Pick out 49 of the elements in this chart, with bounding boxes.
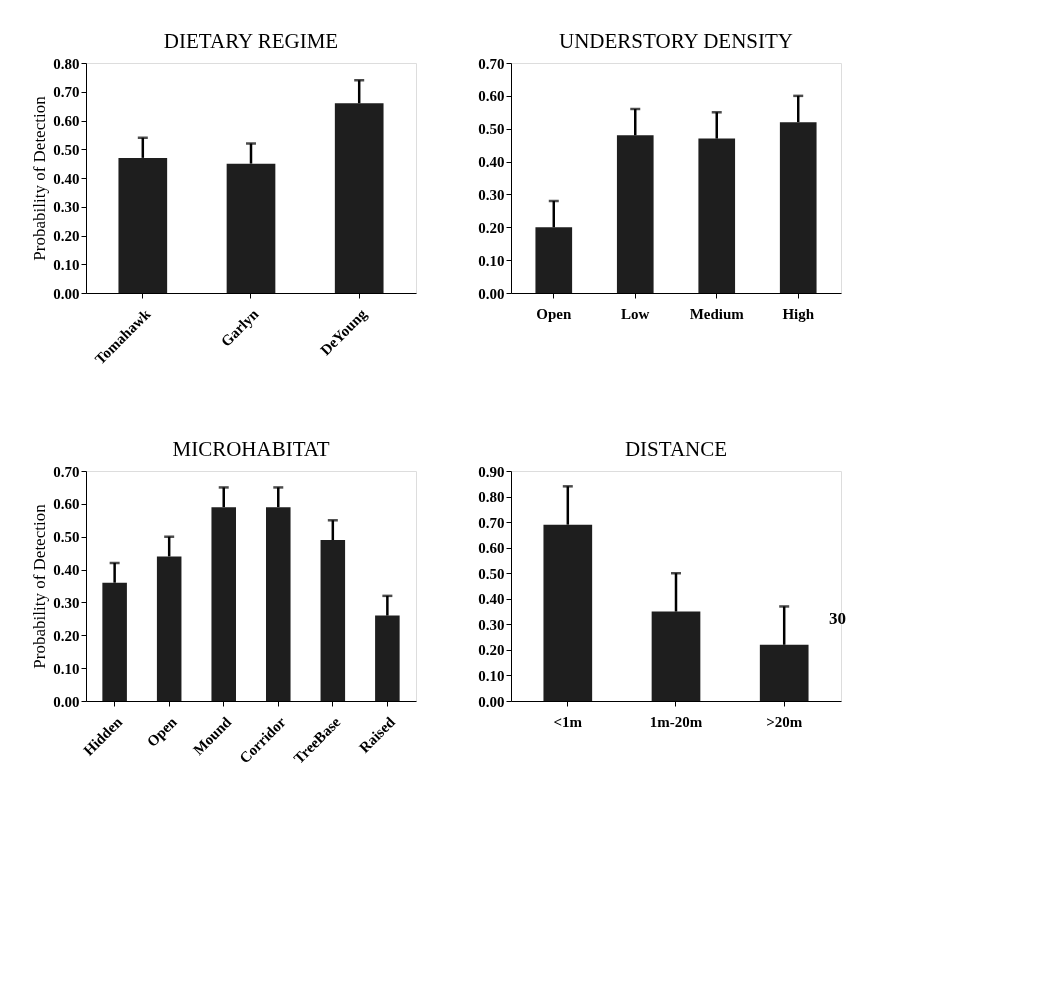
- x-tick-label: <1m: [553, 713, 583, 730]
- x-tick-label: >20m: [766, 713, 803, 730]
- y-tick-label: 0.40: [53, 170, 80, 187]
- y-tick-label: 0.40: [478, 591, 505, 608]
- y-tick-label: 0.30: [478, 186, 505, 203]
- y-tick-label: 0.20: [53, 627, 80, 644]
- y-tick-label: 0.50: [53, 141, 80, 158]
- y-tick-label: 0.60: [478, 540, 505, 557]
- y-tick-label: 0.00: [478, 285, 505, 302]
- y-tick-label: 0.80: [478, 489, 505, 506]
- y-tick-label: 0.00: [478, 693, 505, 710]
- y-tick-label: 0.70: [478, 514, 505, 531]
- y-tick-label: 0.50: [53, 529, 80, 546]
- x-tick-label: Low: [621, 305, 650, 322]
- y-tick-label: 0.20: [478, 642, 505, 659]
- y-tick-label: 0.80: [53, 55, 80, 72]
- y-tick-label: 0.00: [53, 285, 80, 302]
- y-tick-label: 0.50: [478, 121, 505, 138]
- y-tick-label: 0.70: [53, 84, 80, 101]
- y-tick-label: 0.20: [53, 228, 80, 244]
- y-tick-label: 0.30: [53, 199, 80, 216]
- y-tick-label: 0.70: [478, 55, 505, 72]
- x-tick-label: High: [782, 305, 815, 322]
- y-tick-label: 0.20: [478, 219, 505, 236]
- y-tick-label: 0.40: [53, 562, 80, 579]
- y-tick-label: 0.90: [478, 463, 505, 480]
- y-tick-label: 0.10: [53, 660, 80, 677]
- y-tick-label: 0.60: [478, 88, 505, 105]
- chart-title: MICROHABITAT: [172, 437, 330, 461]
- y-axis-title: Probability of Detection: [30, 95, 50, 261]
- x-tick-label: Medium: [689, 305, 745, 322]
- y-tick-label: 0.70: [53, 463, 80, 480]
- y-axis-title: Probability of Detection: [30, 503, 50, 669]
- y-tick-label: 0.50: [478, 565, 505, 582]
- y-tick-label: 0.60: [53, 496, 80, 513]
- y-tick-label: 0.00: [53, 693, 80, 710]
- x-tick-label: Open: [536, 305, 572, 322]
- y-tick-label: 0.10: [478, 252, 505, 269]
- y-tick-label: 0.40: [478, 154, 505, 171]
- y-tick-label: 0.30: [53, 594, 80, 611]
- x-tick-label: 1m-20m: [649, 713, 703, 730]
- y-tick-label: 0.10: [53, 256, 80, 273]
- chart-title: UNDERSTORY DENSITY: [559, 29, 793, 53]
- annotation: 30: [829, 609, 846, 628]
- y-tick-label: 0.30: [478, 616, 505, 633]
- y-tick-label: 0.10: [478, 667, 505, 684]
- chart-title: DIETARY REGIME: [163, 29, 339, 53]
- chart-title: DISTANCE: [624, 437, 728, 461]
- y-tick-label: 0.60: [53, 113, 80, 129]
